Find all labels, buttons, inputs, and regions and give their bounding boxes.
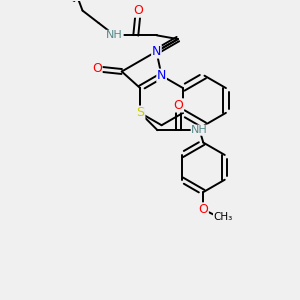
Text: N: N [157,69,166,82]
Text: O: O [174,99,184,112]
Text: O: O [133,4,143,17]
Text: S: S [136,106,144,119]
Text: NH: NH [106,30,123,40]
Text: N: N [136,106,145,119]
Text: O: O [92,62,102,75]
Text: N: N [152,45,161,58]
Text: CH₃: CH₃ [214,212,233,222]
Text: O: O [198,203,208,216]
Text: NH: NH [191,125,208,135]
